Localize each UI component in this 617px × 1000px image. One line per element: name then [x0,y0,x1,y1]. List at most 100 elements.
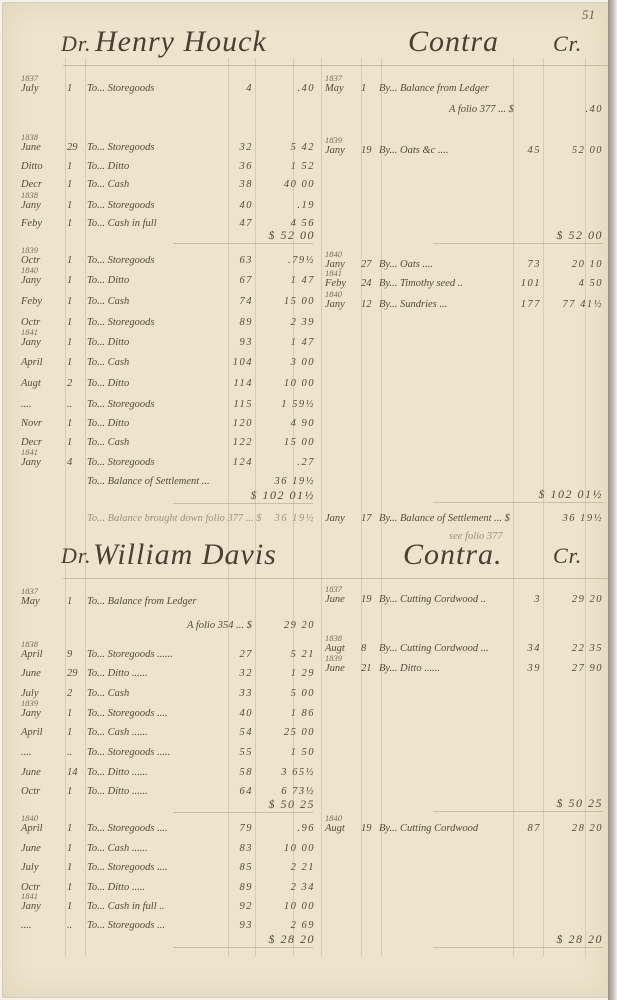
entry-amount: 15 00 [283,296,315,307]
entry-year: 1840 [325,289,342,299]
ruling-line [361,58,362,957]
entry-month: Jany [21,708,41,719]
entry-folio: 4 [246,83,253,94]
entry-month: June [325,594,345,605]
entry-month: Feby [21,218,42,229]
entry-amount: 4 50 [578,278,603,289]
entry-amount: 6 73½ [281,786,315,797]
entry-day: 29 [67,668,78,679]
entry-day: 1 [67,179,73,190]
entry-folio: 85 [239,862,253,873]
entry-folio: 74 [239,296,253,307]
entry-day: .. [67,920,73,931]
entry-day: 14 [67,767,78,778]
entry-folio: 83 [239,843,253,854]
entry-day: 1 [67,218,73,229]
entry-month: Feby [21,296,42,307]
entry-amount: 5 21 [290,649,315,660]
entry-folio: 73 [527,259,541,270]
entry-folio: 93 [239,920,253,931]
credit-label: Cr. [553,31,583,56]
entry-day: 1 [67,200,73,211]
entry-description: By... Cutting Cordwood .. [379,594,486,605]
entry-description: To... Cash [87,437,130,448]
entry-description: To... Ditto [87,378,130,389]
entry-amount: 36 19½ [562,513,603,524]
entry-description: To... Cash [87,688,130,699]
entry-year: 1841 [325,268,342,278]
book-spine [608,0,617,1000]
entry-folio: 32 [239,668,253,679]
contra-label: Contra [408,25,500,58]
entry-amount: .96 [297,823,315,834]
entry-amount: 4 56 [290,218,315,229]
entry-day: 1 [67,843,73,854]
entry-day: 2 [67,688,73,699]
entry-amount: 28 20 [571,823,603,834]
entry-description: By... Sundries ... [379,299,448,310]
entry-description: To... Ditto ...... [87,668,148,679]
entry-description: To... Storegoods [87,399,155,410]
entry-description: To... Cash [87,357,130,368]
entry-description: To... Ditto [87,337,130,348]
entry-amount: 1 47 [290,337,315,348]
entry-day: 8 [361,643,367,654]
entry-day: 17 [361,513,372,524]
entry-year: 1841 [21,327,38,337]
credit-total: $ 102 01½ [538,487,603,501]
entry-folio: 36 [239,161,253,172]
entry-month: Octr [21,255,41,266]
entry-description: To... Cash [87,296,130,307]
entry-day: 4 [67,457,73,468]
entry-year: 1840 [21,813,38,823]
entry-amount: 1 29 [290,668,315,679]
entry-amount: 1 50 [290,747,315,758]
entry-description: To... Storegoods ...... [87,649,173,660]
entry-day: 1 [67,786,73,797]
entry-description: To... Storegoods .... [87,862,168,873]
entry-year: 1838 [21,132,38,142]
entry-day: 1 [67,296,73,307]
entry-month: Jany [21,457,41,468]
ruling-line [85,58,86,957]
entry-year: 1839 [21,698,38,708]
entry-amount: .40 [297,83,315,94]
total-rule [173,947,313,948]
entry-day: 9 [67,649,73,660]
entry-description: By... Balance from Ledger [379,83,489,94]
entry-description: By... Cutting Cordwood ... [379,643,489,654]
total-rule [173,243,313,244]
entry-amount: 25 00 [283,727,315,738]
entry-folio: 93 [239,337,253,348]
entry-description: To... Storegoods ... [87,920,165,931]
entry-amount: 3 65½ [281,767,315,778]
entry-day: 1 [67,596,73,607]
entry-description: To... Storegoods [87,457,155,468]
entry-day: 1 [67,83,73,94]
entry-month: June [21,767,41,778]
entry-amount: 1 86 [290,708,315,719]
entry-day: 19 [361,145,372,156]
contra-label: Contra. [403,538,503,571]
entry-day: .. [67,399,73,410]
entry-month: Jany [21,275,41,286]
entry-month: Jany [325,513,345,524]
entry-description: By... Oats &c .... [379,145,449,156]
entry-month: April [21,649,43,660]
entry-amount: 36 19½ [274,513,315,524]
entry-month: June [21,142,41,153]
entry-description: To... Balance from Ledger [87,596,197,607]
entry-description: To... Storegoods [87,142,155,153]
entry-folio: 34 [527,643,541,654]
entry-year: 1839 [325,653,342,663]
entry-description: To... Ditto [87,418,130,429]
entry-folio: 89 [239,882,253,893]
total-rule [173,503,313,504]
entry-folio: 32 [239,142,253,153]
entry-month: Jany [325,259,345,270]
entry-folio: 38 [239,179,253,190]
debit-label: Dr. [61,31,92,56]
entry-description: To... Cash ...... [87,843,148,854]
entry-month: Octr [21,882,41,893]
entry-description: By... Cutting Cordwood [379,823,479,834]
